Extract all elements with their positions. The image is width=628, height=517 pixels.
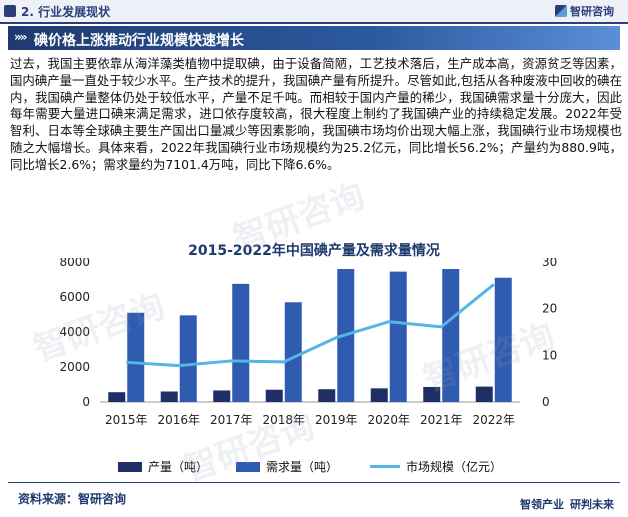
chart-legend: 产量（吨） 需求量（吨） 市场规模（亿元） xyxy=(0,458,628,474)
x-tick-label: 2020年 xyxy=(367,413,410,427)
x-tick-label: 2015年 xyxy=(105,413,148,427)
x-tick-label: 2016年 xyxy=(157,413,200,427)
headline-banner: »» 碘价格上涨推动行业规模快速增长 xyxy=(8,26,620,50)
x-tick-label: 2018年 xyxy=(262,413,305,427)
legend-item-demand: 需求量（吨） xyxy=(236,458,338,475)
y-left-tick-label: 8000 xyxy=(59,258,90,269)
double-chevron-icon: »» xyxy=(14,30,27,44)
footer-slogan: 智领产业 研判未来 xyxy=(514,496,614,512)
section-title: 2. 行业发展现状 xyxy=(21,5,111,19)
bar-demand xyxy=(127,312,145,402)
source-note: 资料来源：智研咨询 xyxy=(18,492,127,506)
y-left-tick-label: 4000 xyxy=(59,325,90,339)
x-tick-label: 2017年 xyxy=(210,413,253,427)
legend-swatch-demand xyxy=(236,462,260,472)
bar-demand xyxy=(442,269,460,402)
y-left-tick-label: 0 xyxy=(82,395,90,409)
bar-demand xyxy=(284,302,302,402)
chart-title: 2015-2022年中国碘产量及需求量情况 xyxy=(188,243,440,259)
y-right-tick-label: 10 xyxy=(542,348,557,362)
line-market-size xyxy=(126,283,495,368)
legend-label-output: 产量（吨） xyxy=(148,460,209,474)
y-right-tick-label: 30 xyxy=(542,258,557,269)
legend-label-demand: 需求量（吨） xyxy=(266,460,339,474)
x-tick-label: 2022年 xyxy=(472,413,515,427)
footer-divider xyxy=(8,482,620,483)
section-icon xyxy=(4,5,16,17)
bar-output xyxy=(318,389,336,402)
bar-demand xyxy=(179,315,197,402)
headline-title: 碘价格上涨推动行业规模快速增长 xyxy=(34,33,244,49)
legend-item-output: 产量（吨） xyxy=(118,458,208,475)
bar-output xyxy=(160,391,178,402)
bar-demand xyxy=(389,271,407,402)
brand-logo: 智研咨询 xyxy=(555,3,614,19)
legend-swatch-output xyxy=(118,462,142,472)
x-tick-label: 2019年 xyxy=(315,413,358,427)
bar-output xyxy=(370,388,388,402)
brand-logo-icon xyxy=(555,5,567,17)
legend-label-market-size: 市场规模（亿元） xyxy=(406,460,503,474)
x-tick-label: 2021年 xyxy=(420,413,463,427)
brand-name: 智研咨询 xyxy=(570,5,614,18)
chart-canvas: 0 2000 4000 6000 8000 0 10 20 30 2015年 2016年 2017年 2… xyxy=(59,258,557,427)
bar-demand xyxy=(232,283,250,402)
bar-output xyxy=(213,390,231,402)
bar-output xyxy=(265,389,283,402)
y-left-tick-label: 6000 xyxy=(59,290,90,304)
bar-demand xyxy=(494,277,512,402)
slogan-part-b: 研判未来 xyxy=(570,498,614,511)
y-right-tick-label: 20 xyxy=(542,302,557,316)
legend-line-market-size xyxy=(370,465,400,468)
slogan-part-a: 智领产业 xyxy=(520,498,564,511)
bar-output xyxy=(423,386,441,402)
bar-output xyxy=(108,392,126,402)
section-header-bar: 2. 行业发展现状 智研咨询 xyxy=(0,0,628,24)
y-right-tick-label: 0 xyxy=(542,395,550,409)
bar-output xyxy=(475,386,493,402)
legend-item-market-size: 市场规模（亿元） xyxy=(370,458,502,475)
y-left-tick-label: 2000 xyxy=(59,360,90,374)
body-paragraph: 过去，我国主要依靠从海洋藻类植物中提取碘，由于设备简陋，工艺技术落后，生产成本高… xyxy=(10,56,622,172)
